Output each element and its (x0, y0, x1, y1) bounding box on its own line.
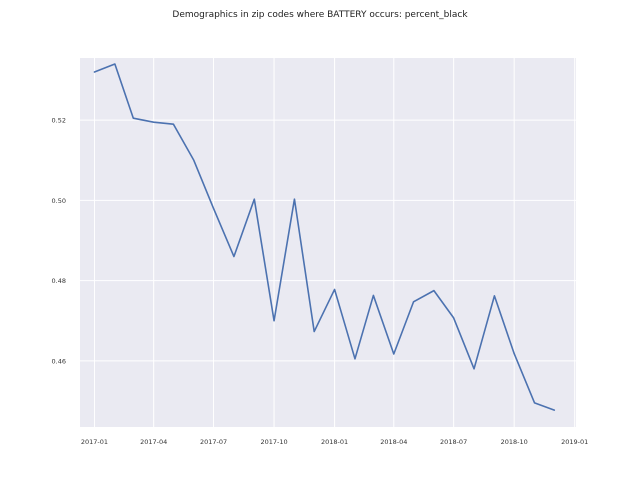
x-tick-label: 2019-01 (561, 438, 588, 446)
y-tick-label: 0.48 (52, 277, 66, 285)
x-grid (93, 58, 576, 427)
x-tick-label: 2017-07 (200, 438, 227, 446)
y-tick-label: 0.46 (52, 357, 66, 365)
x-tick-labels: 2017-01 2017-04 2017-07 2017-10 2018-01 2018-… (81, 438, 588, 446)
y-tick-label: 0.50 (52, 197, 66, 205)
x-tick-label: 2017-10 (260, 438, 287, 446)
x-tick-label: 2018-01 (321, 438, 348, 446)
x-tick-label: 2018-04 (380, 438, 407, 446)
chart-title: Demographics in zip codes where BATTERY … (172, 10, 468, 20)
series-layer (93, 63, 556, 411)
x-tick-label: 2017-04 (140, 438, 167, 446)
x-tick-label: 2018-10 (501, 438, 528, 446)
plot-area (80, 58, 576, 427)
x-tick-label: 2018-07 (440, 438, 467, 446)
series-line (93, 63, 556, 411)
y-tick-labels: 0.46 0.48 0.50 0.52 (52, 117, 66, 366)
y-tick-label: 0.52 (52, 117, 66, 125)
y-grid (80, 119, 576, 362)
x-tick-label: 2017-01 (81, 438, 108, 446)
